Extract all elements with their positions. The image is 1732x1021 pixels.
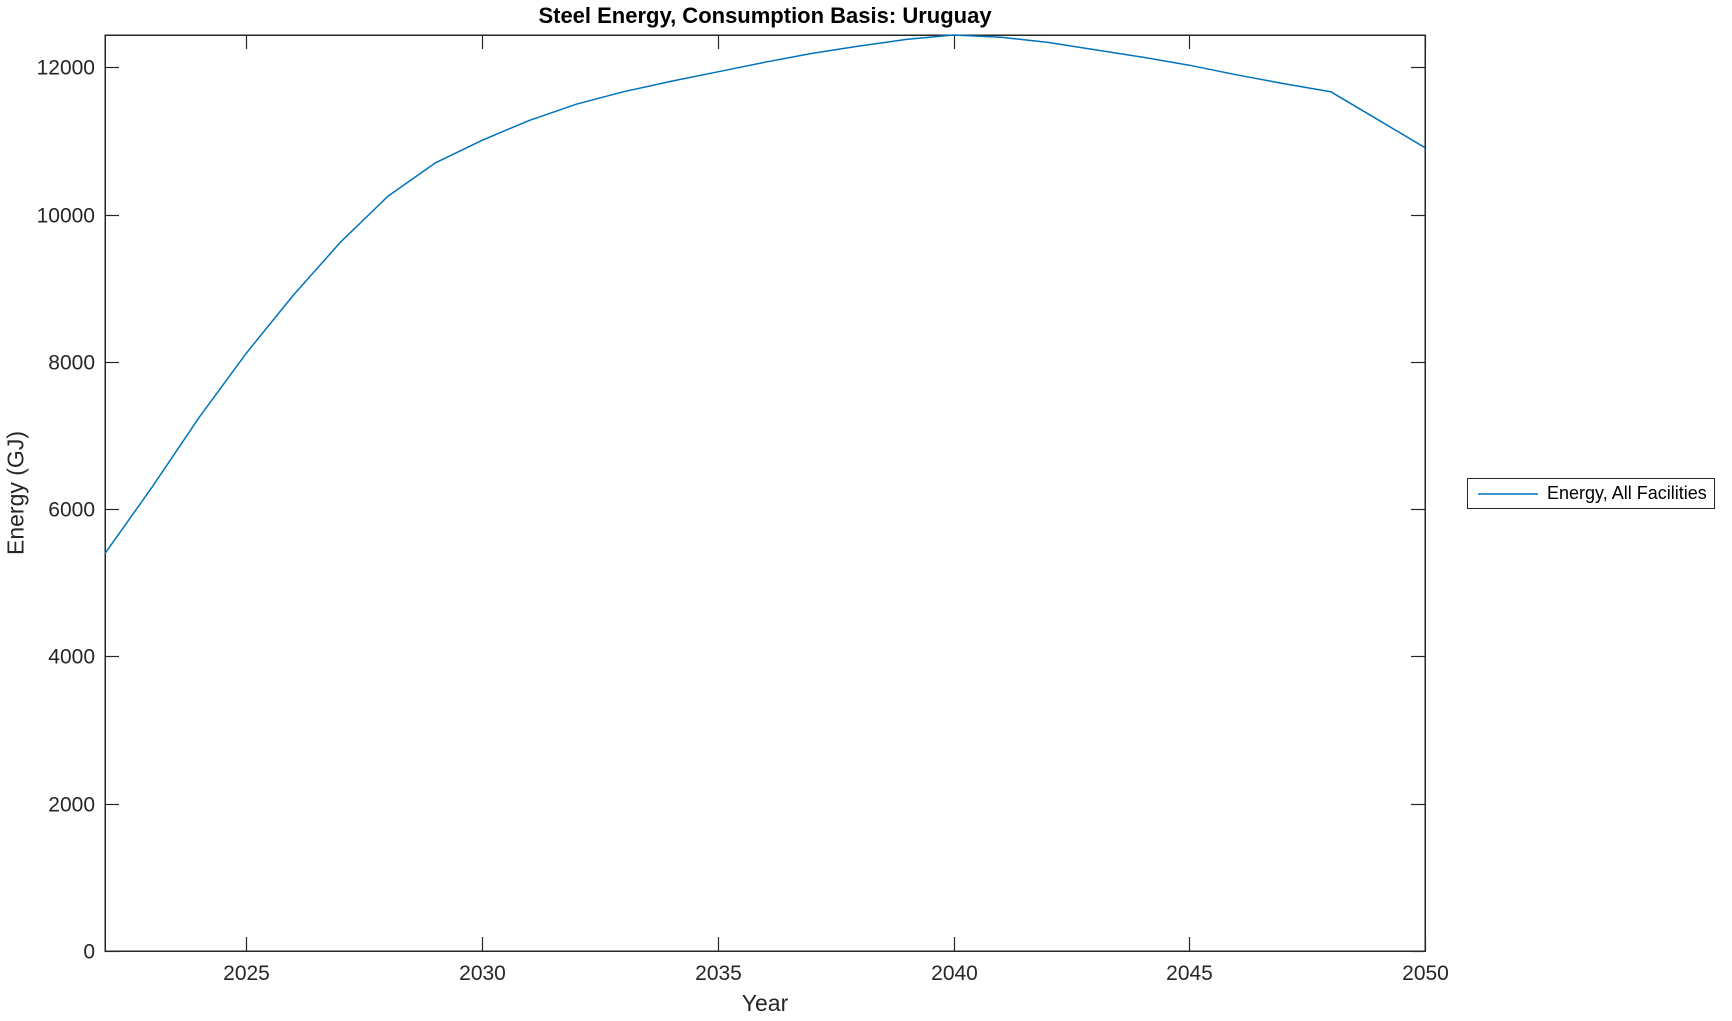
legend: Energy, All Facilities [1467, 478, 1715, 509]
legend-label: Energy, All Facilities [1547, 483, 1707, 503]
x-tick-label: 2045 [1166, 962, 1213, 985]
y-tick-label: 4000 [48, 646, 95, 669]
x-axis-label: Year [741, 990, 789, 1016]
y-tick-label: 2000 [48, 794, 95, 817]
y-tick-label: 8000 [48, 352, 95, 375]
y-tick-label: 0 [83, 941, 95, 964]
y-tick-label: 12000 [37, 57, 95, 80]
chart-title: Steel Energy, Consumption Basis: Uruguay [538, 3, 992, 28]
y-axis-label: Energy (GJ) [2, 431, 29, 555]
x-tick-label: 2025 [223, 962, 270, 985]
plot-area [104, 34, 1426, 952]
y-tick-label: 10000 [37, 205, 95, 228]
energy-series-line [104, 34, 1426, 554]
x-tick-label: 2030 [459, 962, 506, 985]
x-tick-label: 2040 [931, 962, 978, 985]
legend-line-sample [1478, 492, 1538, 495]
y-tick-label: 6000 [48, 499, 95, 522]
x-tick-label: 2050 [1402, 962, 1449, 985]
x-tick-label: 2035 [695, 962, 742, 985]
